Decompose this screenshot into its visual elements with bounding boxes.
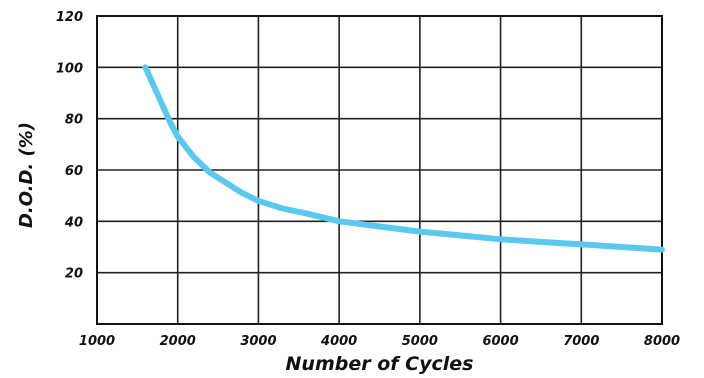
x-tick-label: 5000: [402, 334, 438, 349]
x-axis-label: Number of Cycles: [286, 353, 474, 375]
series-line: [142, 64, 665, 253]
x-tick-labels: 1000 2000 3000 4000 5000 6000 7000 8000: [79, 334, 680, 349]
grid-lines: [97, 16, 662, 324]
y-tick-label: 40: [64, 215, 83, 230]
x-tick-label: 8000: [644, 334, 680, 349]
plot-frame: [96, 15, 663, 325]
y-tick-label: 120: [56, 10, 83, 25]
x-tick-label: 4000: [320, 334, 357, 349]
y-tick-label: 80: [65, 113, 83, 128]
y-axis-label: D.O.D. (%): [16, 122, 37, 228]
x-tick-label: 7000: [563, 334, 599, 349]
y-tick-label: 60: [65, 164, 83, 179]
x-tick-label: 3000: [240, 334, 276, 349]
y-tick-label: 100: [56, 61, 83, 76]
series-group: [142, 64, 665, 253]
y-tick-label: 20: [65, 267, 83, 282]
y-tick-labels: 20 40 60 80 100 120: [56, 10, 83, 282]
x-tick-label: 1000: [79, 334, 115, 349]
x-tick-label: 2000: [160, 334, 196, 349]
x-tick-label: 6000: [482, 334, 518, 349]
